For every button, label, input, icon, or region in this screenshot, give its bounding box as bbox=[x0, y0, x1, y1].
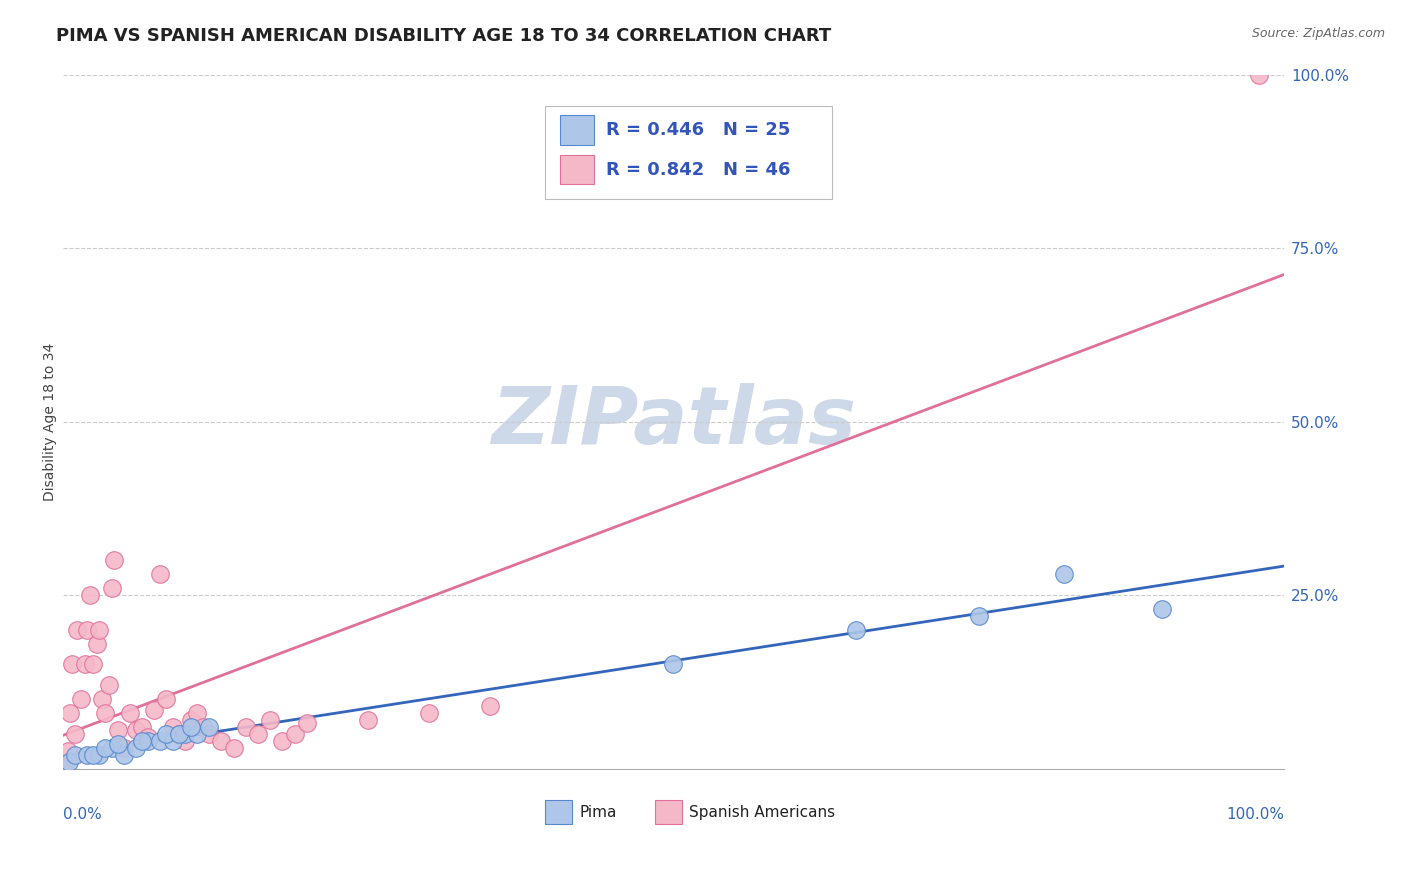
Point bbox=[90, 692, 112, 706]
Text: Source: ZipAtlas.com: Source: ZipAtlas.com bbox=[1251, 27, 1385, 40]
Point bbox=[845, 623, 868, 637]
Text: Pima: Pima bbox=[579, 805, 617, 820]
Point bbox=[62, 657, 84, 672]
Point bbox=[198, 727, 221, 741]
Point bbox=[295, 716, 318, 731]
Point bbox=[73, 657, 96, 672]
Text: PIMA VS SPANISH AMERICAN DISABILITY AGE 18 TO 34 CORRELATION CHART: PIMA VS SPANISH AMERICAN DISABILITY AGE … bbox=[56, 27, 831, 45]
Point bbox=[107, 737, 129, 751]
Point bbox=[180, 720, 202, 734]
Point bbox=[1249, 68, 1271, 82]
Point bbox=[136, 733, 159, 747]
Point bbox=[131, 733, 153, 747]
Point bbox=[247, 727, 270, 741]
Point bbox=[82, 747, 104, 762]
Point bbox=[103, 553, 125, 567]
Point bbox=[1053, 567, 1076, 582]
Point bbox=[100, 581, 122, 595]
Text: Spanish Americans: Spanish Americans bbox=[689, 805, 835, 820]
Point bbox=[98, 678, 121, 692]
Point bbox=[149, 567, 172, 582]
Point bbox=[162, 720, 184, 734]
Point bbox=[191, 720, 214, 734]
Point bbox=[222, 740, 245, 755]
Point bbox=[186, 706, 208, 720]
Point bbox=[198, 720, 221, 734]
Point bbox=[259, 713, 281, 727]
Point bbox=[162, 733, 184, 747]
Point bbox=[155, 692, 177, 706]
Point bbox=[53, 755, 76, 769]
Point bbox=[967, 608, 990, 623]
Text: 100.0%: 100.0% bbox=[1226, 806, 1284, 822]
Point bbox=[155, 727, 177, 741]
Point bbox=[70, 692, 93, 706]
Point bbox=[76, 623, 98, 637]
Point bbox=[100, 740, 122, 755]
Point bbox=[63, 727, 86, 741]
Point bbox=[186, 727, 208, 741]
Point bbox=[94, 740, 117, 755]
Point bbox=[59, 706, 82, 720]
Point bbox=[89, 623, 111, 637]
Point bbox=[136, 731, 159, 745]
Point bbox=[63, 747, 86, 762]
Point bbox=[235, 720, 257, 734]
Point bbox=[284, 727, 307, 741]
Point bbox=[118, 706, 141, 720]
Point bbox=[94, 706, 117, 720]
Point bbox=[357, 713, 380, 727]
Point bbox=[56, 744, 79, 758]
Y-axis label: Disability Age 18 to 34: Disability Age 18 to 34 bbox=[44, 343, 58, 500]
Text: R = 0.446   N = 25: R = 0.446 N = 25 bbox=[606, 121, 790, 139]
Point bbox=[180, 713, 202, 727]
Point bbox=[271, 733, 294, 747]
Point bbox=[82, 657, 104, 672]
Point bbox=[479, 699, 502, 714]
FancyBboxPatch shape bbox=[560, 115, 593, 145]
Point bbox=[125, 740, 148, 755]
Point bbox=[418, 706, 440, 720]
FancyBboxPatch shape bbox=[560, 155, 593, 184]
Point bbox=[66, 623, 89, 637]
FancyBboxPatch shape bbox=[546, 800, 572, 824]
Point bbox=[173, 733, 195, 747]
Point bbox=[1150, 602, 1173, 616]
Point bbox=[149, 733, 172, 747]
Point bbox=[125, 723, 148, 738]
Point bbox=[76, 747, 98, 762]
Point bbox=[167, 727, 190, 741]
Point bbox=[173, 727, 195, 741]
Point bbox=[662, 657, 685, 672]
Point bbox=[86, 637, 108, 651]
Point bbox=[209, 733, 232, 747]
Point bbox=[131, 720, 153, 734]
Point bbox=[112, 740, 135, 755]
Point bbox=[79, 588, 101, 602]
FancyBboxPatch shape bbox=[655, 800, 682, 824]
Text: 0.0%: 0.0% bbox=[63, 806, 101, 822]
Point bbox=[112, 747, 135, 762]
Point bbox=[167, 727, 190, 741]
Point bbox=[107, 723, 129, 738]
FancyBboxPatch shape bbox=[546, 106, 832, 200]
Text: ZIPatlas: ZIPatlas bbox=[491, 383, 856, 460]
Point bbox=[89, 747, 111, 762]
Text: R = 0.842   N = 46: R = 0.842 N = 46 bbox=[606, 161, 790, 178]
Point bbox=[143, 702, 166, 716]
Point bbox=[58, 755, 80, 769]
